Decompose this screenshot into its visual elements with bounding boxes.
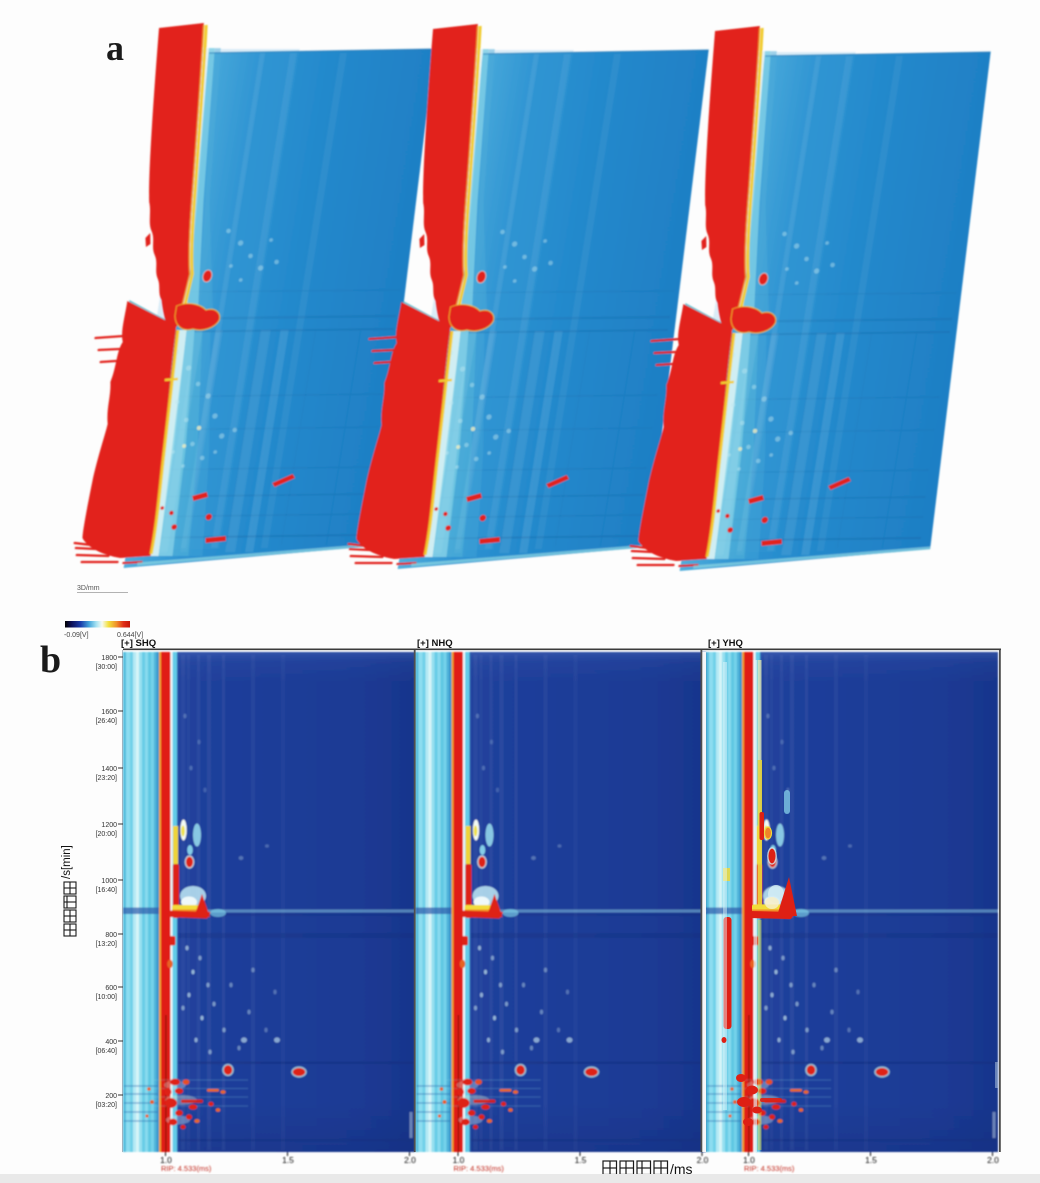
svg-text:200: 200: [105, 1093, 117, 1100]
svg-text:b: b: [40, 639, 61, 681]
svg-text:[30:00]: [30:00]: [96, 664, 117, 671]
svg-text:-0.09[V]: -0.09[V]: [64, 632, 89, 639]
svg-text:[20:00]: [20:00]: [96, 831, 117, 838]
svg-text:/ms: /ms: [670, 1161, 693, 1177]
svg-text:[16:40]: [16:40]: [96, 887, 117, 894]
svg-text:1200: 1200: [101, 822, 117, 829]
svg-text:[+] SHQ: [+] SHQ: [121, 638, 156, 649]
svg-text:3D/mm: 3D/mm: [77, 585, 100, 592]
svg-text:[06:40]: [06:40]: [96, 1048, 117, 1055]
svg-text:800: 800: [105, 932, 117, 939]
svg-text:1800: 1800: [101, 655, 117, 662]
svg-text:[+] YHQ: [+] YHQ: [708, 638, 743, 649]
svg-text:[+] NHQ: [+] NHQ: [417, 638, 453, 649]
svg-text:1600: 1600: [101, 709, 117, 716]
svg-text:a: a: [106, 28, 124, 68]
svg-text:[26:40]: [26:40]: [96, 718, 117, 725]
svg-text:400: 400: [105, 1039, 117, 1046]
svg-text:/s[min]: /s[min]: [61, 845, 73, 879]
svg-text:[03:20]: [03:20]: [96, 1102, 117, 1109]
svg-text:600: 600: [105, 985, 117, 992]
svg-text:[23:20]: [23:20]: [96, 775, 117, 782]
svg-text:1400: 1400: [101, 766, 117, 773]
svg-text:1000: 1000: [101, 878, 117, 885]
svg-text:[13:20]: [13:20]: [96, 941, 117, 948]
svg-text:[10:00]: [10:00]: [96, 994, 117, 1001]
svg-text:0.644[V]: 0.644[V]: [117, 632, 143, 639]
